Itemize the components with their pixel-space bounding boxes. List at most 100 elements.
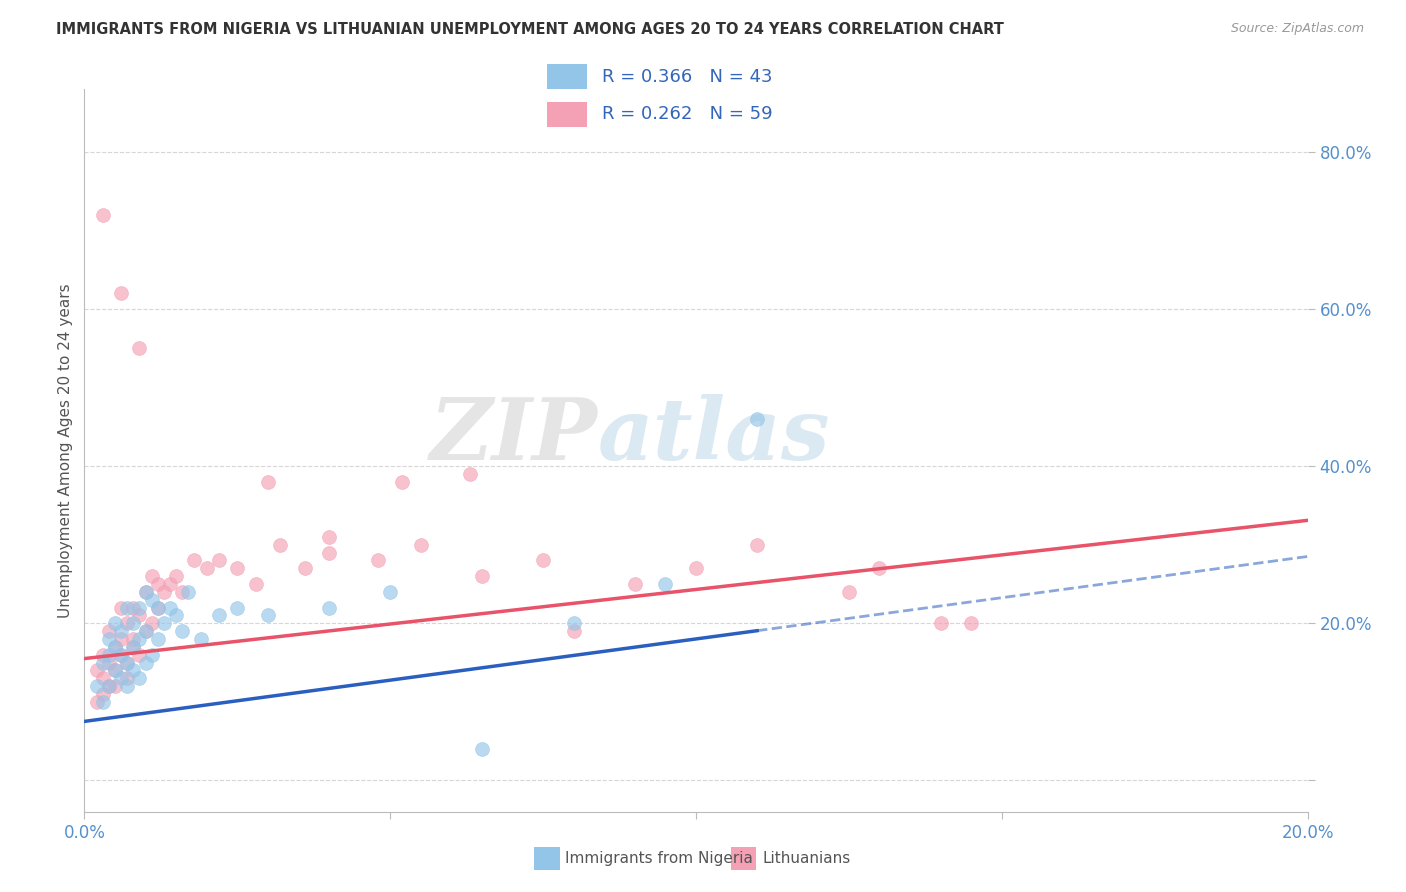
Text: Lithuanians: Lithuanians bbox=[762, 852, 851, 866]
Point bbox=[122, 632, 145, 646]
Point bbox=[391, 475, 413, 489]
Point bbox=[97, 679, 120, 693]
Point bbox=[318, 530, 340, 544]
Point bbox=[115, 679, 138, 693]
Point bbox=[141, 592, 163, 607]
Point bbox=[115, 656, 138, 670]
Point bbox=[471, 569, 494, 583]
Point bbox=[128, 671, 150, 685]
Text: R = 0.262   N = 59: R = 0.262 N = 59 bbox=[602, 105, 773, 123]
Text: R = 0.366   N = 43: R = 0.366 N = 43 bbox=[602, 68, 773, 86]
Point bbox=[110, 600, 132, 615]
Point bbox=[190, 632, 212, 646]
Point bbox=[104, 664, 127, 678]
Point bbox=[409, 538, 432, 552]
Point bbox=[685, 561, 707, 575]
Point bbox=[226, 600, 249, 615]
Point bbox=[115, 671, 138, 685]
Point bbox=[122, 664, 145, 678]
Point bbox=[122, 640, 145, 654]
Point bbox=[141, 616, 163, 631]
Point bbox=[146, 632, 169, 646]
Point bbox=[208, 608, 231, 623]
Point bbox=[104, 664, 127, 678]
Point bbox=[135, 584, 157, 599]
Point bbox=[562, 616, 585, 631]
Point bbox=[91, 656, 114, 670]
Point bbox=[624, 577, 647, 591]
Point bbox=[110, 286, 132, 301]
Point bbox=[97, 624, 120, 639]
Point bbox=[153, 616, 176, 631]
Point bbox=[86, 695, 108, 709]
Point bbox=[269, 538, 291, 552]
Point bbox=[86, 679, 108, 693]
Point bbox=[128, 342, 150, 356]
Point bbox=[104, 616, 127, 631]
Point bbox=[115, 600, 138, 615]
Point bbox=[838, 584, 860, 599]
Point bbox=[318, 600, 340, 615]
Point bbox=[104, 640, 127, 654]
Point bbox=[135, 584, 157, 599]
Point bbox=[122, 600, 145, 615]
Point bbox=[122, 640, 145, 654]
Text: Immigrants from Nigeria: Immigrants from Nigeria bbox=[565, 852, 754, 866]
Point bbox=[91, 687, 114, 701]
Point bbox=[91, 208, 114, 222]
Text: IMMIGRANTS FROM NIGERIA VS LITHUANIAN UNEMPLOYMENT AMONG AGES 20 TO 24 YEARS COR: IMMIGRANTS FROM NIGERIA VS LITHUANIAN UN… bbox=[56, 22, 1004, 37]
Point bbox=[172, 584, 194, 599]
Point bbox=[929, 616, 952, 631]
Point bbox=[195, 561, 218, 575]
Point bbox=[110, 648, 132, 662]
FancyBboxPatch shape bbox=[547, 102, 586, 127]
Point bbox=[128, 600, 150, 615]
Point bbox=[135, 624, 157, 639]
Point bbox=[104, 640, 127, 654]
Point bbox=[960, 616, 983, 631]
Point bbox=[128, 648, 150, 662]
Point bbox=[128, 608, 150, 623]
Text: ZIP: ZIP bbox=[430, 394, 598, 478]
Point bbox=[86, 664, 108, 678]
Point bbox=[380, 584, 402, 599]
Point bbox=[97, 679, 120, 693]
Point bbox=[245, 577, 267, 591]
Point bbox=[110, 624, 132, 639]
Point bbox=[458, 467, 481, 481]
Point bbox=[91, 671, 114, 685]
Point bbox=[141, 569, 163, 583]
Y-axis label: Unemployment Among Ages 20 to 24 years: Unemployment Among Ages 20 to 24 years bbox=[58, 283, 73, 618]
Point bbox=[110, 632, 132, 646]
Point bbox=[128, 632, 150, 646]
Point bbox=[226, 561, 249, 575]
Point bbox=[165, 608, 187, 623]
Point bbox=[115, 656, 138, 670]
Text: Source: ZipAtlas.com: Source: ZipAtlas.com bbox=[1230, 22, 1364, 36]
Point bbox=[97, 632, 120, 646]
Point bbox=[471, 742, 494, 756]
Point bbox=[159, 600, 181, 615]
Point bbox=[115, 616, 138, 631]
Point bbox=[257, 475, 280, 489]
Point bbox=[146, 600, 169, 615]
Point bbox=[153, 584, 176, 599]
Point bbox=[91, 648, 114, 662]
Text: atlas: atlas bbox=[598, 394, 831, 478]
Point bbox=[159, 577, 181, 591]
Point bbox=[318, 545, 340, 559]
Point bbox=[135, 624, 157, 639]
Point bbox=[122, 616, 145, 631]
Point bbox=[110, 648, 132, 662]
Point bbox=[257, 608, 280, 623]
Point bbox=[747, 538, 769, 552]
Point bbox=[208, 553, 231, 567]
Point bbox=[146, 600, 169, 615]
Point bbox=[747, 412, 769, 426]
Point bbox=[654, 577, 676, 591]
Point bbox=[294, 561, 316, 575]
Point bbox=[531, 553, 554, 567]
Point bbox=[97, 656, 120, 670]
Point bbox=[869, 561, 891, 575]
Point bbox=[146, 577, 169, 591]
